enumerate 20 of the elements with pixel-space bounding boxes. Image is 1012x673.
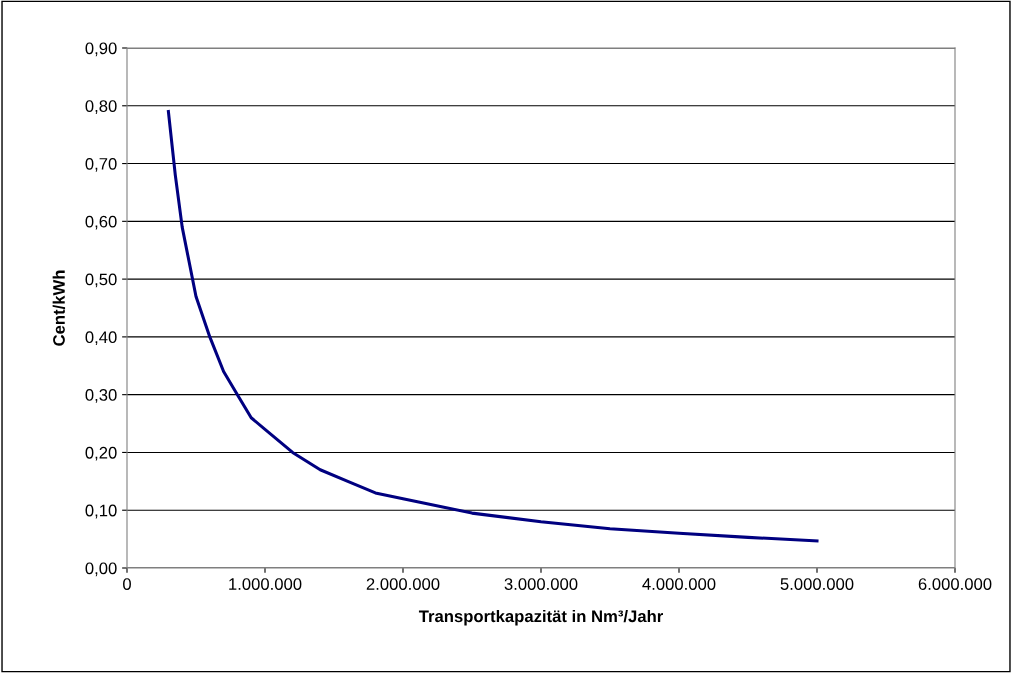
x-tick-label: 4.000.000: [642, 578, 716, 590]
y-axis-title: Cent/kWh: [52, 270, 66, 346]
y-tick-label: 0,60: [85, 215, 117, 230]
x-tick-label: 0: [123, 578, 131, 590]
x-tick-label: 1.000.000: [229, 578, 302, 590]
x-tick-label: 3.000.000: [504, 578, 578, 590]
y-tick-label: 0,20: [85, 446, 117, 461]
x-tick-label: 6.000.000: [918, 578, 992, 590]
x-tick-label: 5.000.000: [780, 578, 854, 590]
x-tick-label: 2.000.000: [366, 578, 440, 590]
line-series: [166, 110, 819, 543]
y-tick-label: 0,30: [85, 389, 117, 403]
x-axis-title: Transportkapazität in Nm³/Jahr: [418, 609, 664, 626]
y-tick-label: 0,90: [85, 42, 117, 57]
y-tick-label: 0,00: [85, 562, 117, 577]
y-tick-label: 0,70: [85, 157, 117, 172]
y-tick-label: 0,10: [85, 504, 117, 519]
y-tick-label: 0,80: [85, 100, 117, 114]
y-tick-label: 0,50: [85, 273, 117, 288]
y-tick-label: 0,40: [85, 331, 117, 346]
